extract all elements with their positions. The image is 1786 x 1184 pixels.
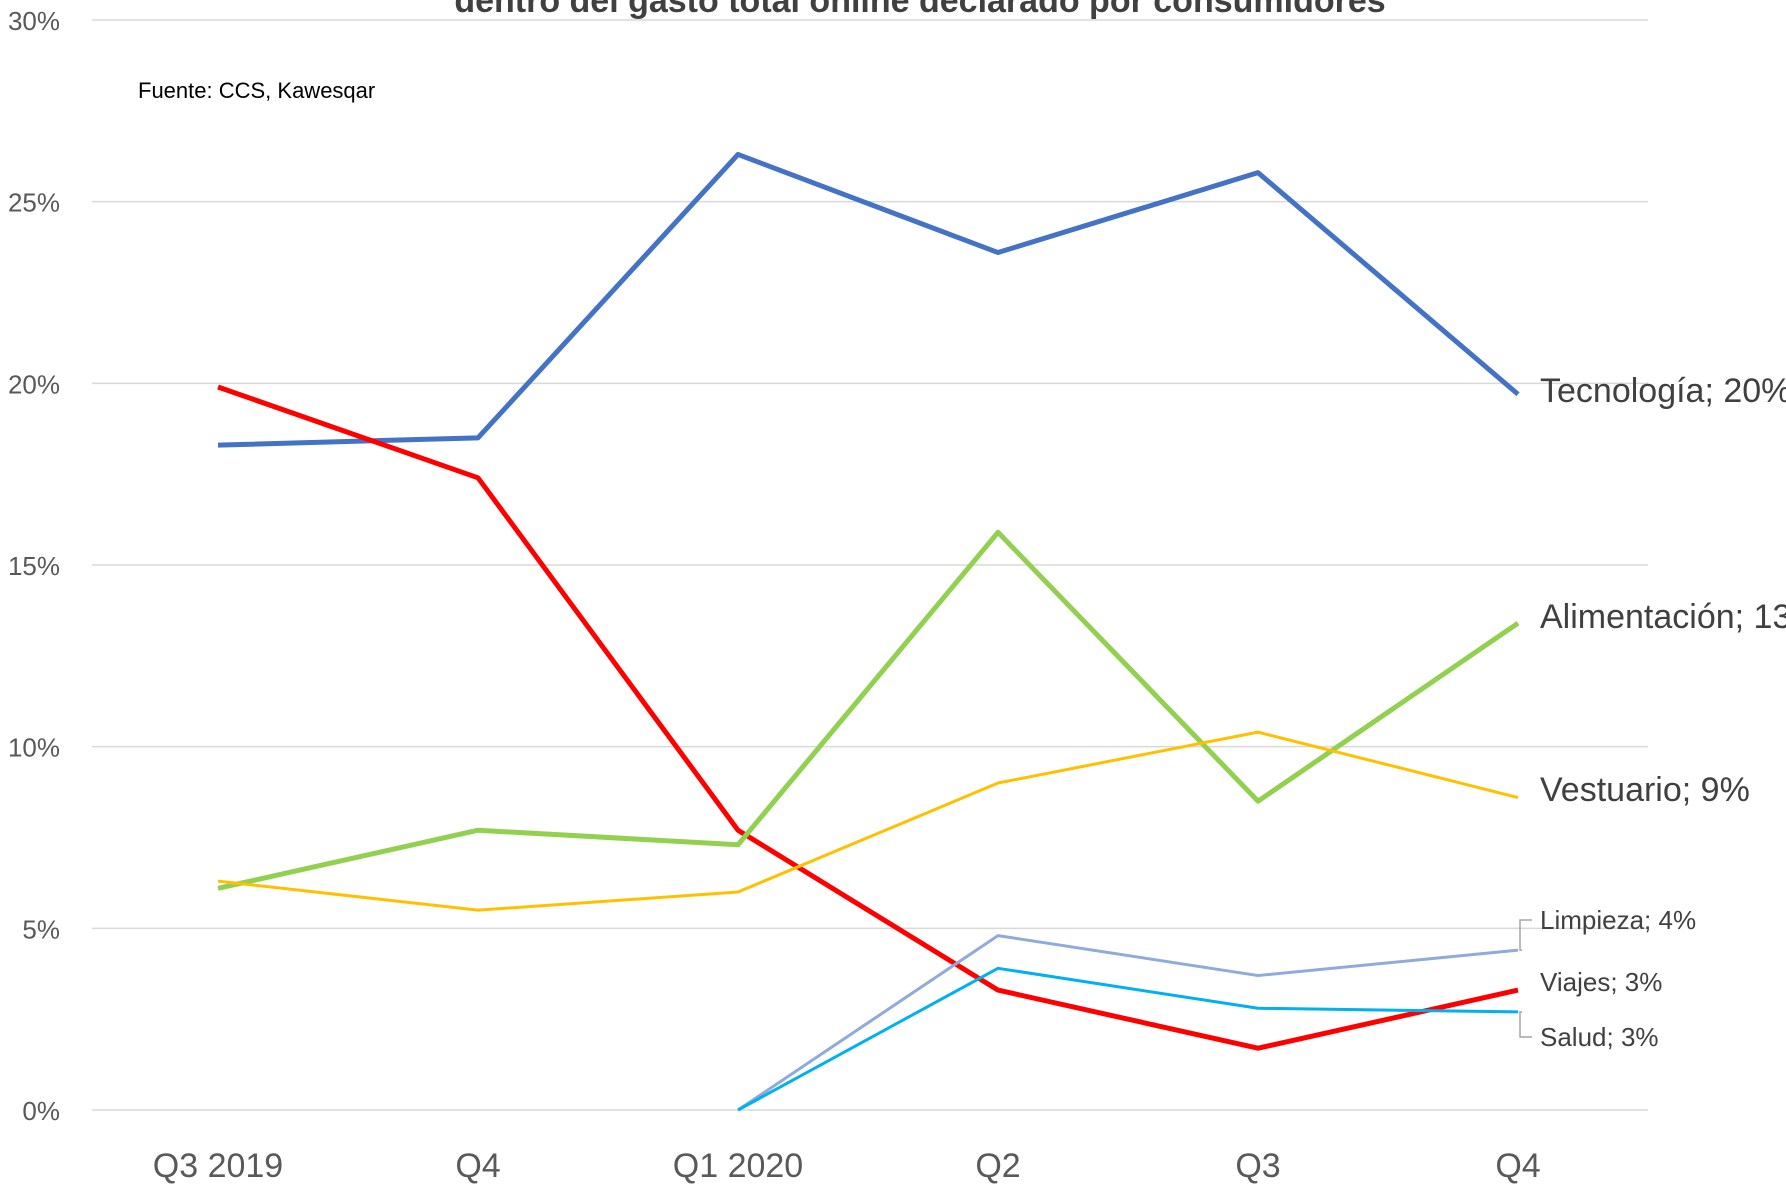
series-line-viajes — [217, 384, 1519, 1051]
x-tick-label: Q4 — [1495, 1147, 1540, 1184]
x-tick-label: Q3 2019 — [153, 1147, 283, 1184]
x-tick-label: Q4 — [455, 1147, 500, 1184]
end-label-vestuario: Vestuario; 9% — [1540, 771, 1750, 809]
y-tick-label: 0% — [22, 1096, 60, 1126]
x-tick-label: Q2 — [975, 1147, 1020, 1184]
series-line-limpieza — [737, 934, 1519, 1112]
x-tick-label: Q3 — [1235, 1147, 1280, 1184]
series-end-labels: Tecnología; 20% Viajes; 3% Alimentación; 1… — [1519, 372, 1786, 1052]
end-label-limpieza: Limpieza; 4% — [1540, 905, 1696, 935]
leader-line-salud — [1519, 1011, 1532, 1038]
y-tick-label: 25% — [8, 188, 60, 218]
y-tick-label: 20% — [8, 369, 60, 399]
series-lines — [217, 151, 1520, 1112]
source-note: Fuente: CCS, Kawesqar — [138, 78, 375, 103]
y-tick-label: 5% — [22, 914, 60, 944]
y-tick-label: 10% — [8, 733, 60, 763]
gridlines — [92, 19, 1648, 1111]
end-label-alimentacion: Alimentación; 13% — [1540, 598, 1786, 636]
x-axis-tick-labels: Q3 2019 Q4 Q1 2020 Q2 Q3 Q4 — [153, 1147, 1541, 1184]
y-axis-tick-labels: 0% 5% 10% 15% 20% 25% 30% — [8, 6, 60, 1126]
series-line-vestuario — [217, 730, 1519, 912]
y-tick-label: 15% — [8, 551, 60, 581]
series-line-salud — [737, 966, 1519, 1112]
end-label-salud: Salud; 3% — [1540, 1022, 1659, 1052]
x-tick-label: Q1 2020 — [673, 1147, 803, 1184]
end-label-viajes: Viajes; 3% — [1540, 967, 1662, 997]
end-label-tecnologia: Tecnología; 20% — [1540, 372, 1786, 410]
series-line-alimentacion — [217, 529, 1520, 891]
leader-line-limpieza — [1519, 919, 1532, 951]
series-line-tecnologia — [217, 151, 1520, 448]
chart-title: dentro del gasto total online declarado … — [454, 0, 1385, 20]
y-tick-label: 30% — [8, 6, 60, 36]
